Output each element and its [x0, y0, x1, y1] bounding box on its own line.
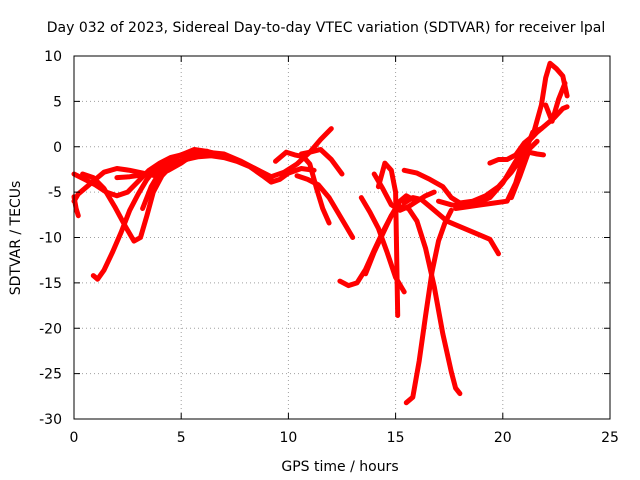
series-arc-l: [363, 193, 416, 277]
series-arc-u: [487, 60, 570, 166]
y-tick-label: 0: [53, 140, 62, 156]
y-axis-label: SDTVAR / TECUs: [8, 181, 24, 296]
y-tick-label: -20: [39, 321, 62, 337]
series-arc-q: [401, 195, 501, 257]
series-arc-n: [371, 171, 437, 213]
x-tick-label: 0: [70, 430, 79, 446]
y-tick-labels: -30 -25 -20 -15 -10 -5 0 5 10: [39, 49, 62, 428]
y-tick-label: -25: [39, 367, 62, 383]
chart-title: Day 032 of 2023, Sidereal Day-to-day VTE…: [47, 20, 605, 36]
y-tick-label: -30: [39, 412, 62, 428]
y-tick-label: 5: [53, 94, 62, 110]
series-arc-w: [543, 80, 568, 124]
grid-lines: [74, 56, 610, 419]
axis-ticks: [73, 55, 611, 420]
series-arc-j: [298, 147, 345, 177]
series-arc-h: [273, 149, 332, 226]
y-tick-label: -10: [39, 231, 62, 247]
series-arc-i: [294, 173, 356, 240]
series-arc-c: [71, 194, 81, 219]
x-tick-label: 25: [601, 430, 619, 446]
x-tick-label: 10: [279, 430, 297, 446]
y-tick-label: 10: [44, 49, 62, 65]
series-arc-o: [375, 160, 401, 318]
x-tick-labels: 0 5 10 15 20 25: [70, 430, 619, 446]
y-tick-label: -5: [48, 185, 62, 201]
series-arc-v: [508, 149, 546, 201]
x-axis-label: GPS time / hours: [281, 459, 398, 475]
y-tick-label: -15: [39, 276, 62, 292]
data-series: [71, 60, 570, 406]
series-arc-p: [403, 207, 454, 406]
x-tick-label: 15: [387, 430, 405, 446]
x-tick-label: 5: [177, 430, 186, 446]
series-arc-g: [114, 126, 334, 181]
x-tick-label: 20: [494, 430, 512, 446]
